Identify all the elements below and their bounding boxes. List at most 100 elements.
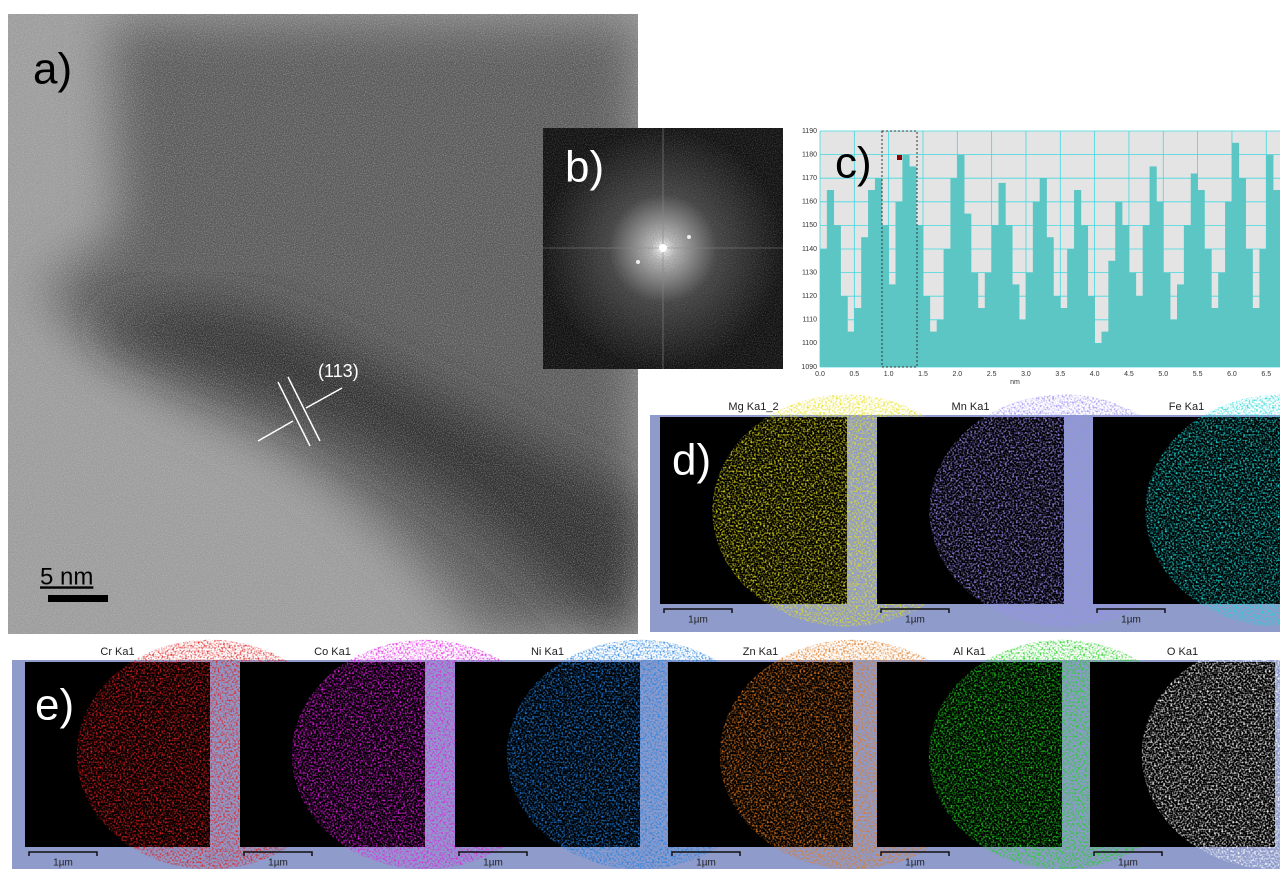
bar <box>868 190 876 367</box>
map-title: Mn Ka1 <box>952 401 990 413</box>
bar <box>895 201 903 367</box>
scale-bar-label: 1µm <box>268 858 288 869</box>
bar <box>909 166 917 367</box>
x-tick-label: 2.0 <box>952 371 962 378</box>
bar <box>1101 331 1109 367</box>
scale-bar-label: 1µm <box>1121 615 1141 626</box>
scale-bar <box>880 608 950 613</box>
x-tick-label: 4.5 <box>1124 371 1134 378</box>
x-tick-label: 5.0 <box>1158 371 1168 378</box>
x-tick-label: 3.5 <box>1055 371 1065 378</box>
scale-bar-label: 1µm <box>483 858 503 869</box>
x-tick-label: 0.5 <box>849 371 859 378</box>
bar <box>888 284 896 367</box>
bar <box>1177 284 1185 367</box>
x-tick-label: 6.0 <box>1227 371 1237 378</box>
bar <box>1197 190 1205 367</box>
bar <box>1122 225 1130 367</box>
bar <box>964 213 972 367</box>
bar <box>861 237 869 367</box>
scale-bar-label: 1µm <box>1118 858 1138 869</box>
bar <box>902 154 910 367</box>
panel-label: a) <box>33 45 72 94</box>
bar <box>1135 296 1143 367</box>
bar <box>916 225 924 367</box>
histogram: 1090 1100 1110 1120 1130 1140 1150 1160 1170 1180… <box>801 128 1280 386</box>
y-tick-label: 1180 <box>802 151 817 158</box>
bar <box>971 272 979 367</box>
bar <box>1211 308 1219 367</box>
bar <box>1273 190 1280 367</box>
map-title: Zn Ka1 <box>743 646 778 658</box>
bar <box>957 154 965 367</box>
bar <box>936 319 944 367</box>
map-title: Mg Ka1_2 <box>728 401 778 413</box>
bar <box>1142 225 1150 367</box>
bar <box>881 225 889 367</box>
bar <box>1039 178 1047 367</box>
bar <box>1032 201 1041 367</box>
y-tick-label: 1100 <box>802 340 817 347</box>
bar <box>1080 225 1089 367</box>
x-axis-label: nm <box>1010 379 1020 386</box>
scale-bar-label: 1µm <box>696 858 716 869</box>
y-tick-label: 1120 <box>802 293 817 300</box>
bar <box>1005 225 1013 367</box>
bar <box>847 331 855 367</box>
y-tick-label: 1190 <box>802 128 817 135</box>
bar <box>1060 308 1068 367</box>
scale-bar-label: 1µm <box>905 615 925 626</box>
scale-bar-label: 5 nm <box>40 563 93 590</box>
y-tick-label: 1150 <box>802 222 817 229</box>
bar <box>943 249 951 367</box>
map-title: Ni Ka1 <box>531 646 564 658</box>
bar <box>1231 142 1240 367</box>
bar <box>977 308 986 367</box>
bar <box>991 225 999 367</box>
y-tick-label: 1160 <box>802 199 817 206</box>
bar <box>874 178 883 367</box>
bar <box>1087 296 1095 367</box>
scale-bar <box>1096 608 1166 613</box>
bar <box>1115 201 1123 367</box>
bar <box>1074 190 1082 367</box>
bar <box>854 308 862 367</box>
y-tick-label: 1170 <box>802 175 817 182</box>
bar <box>820 249 828 367</box>
scale-bar <box>1093 851 1163 856</box>
bar <box>1225 201 1233 367</box>
scale-bar-label: 1µm <box>53 858 73 869</box>
bar <box>1266 154 1274 367</box>
y-tick-label: 1090 <box>801 364 817 371</box>
y-tick-label: 1140 <box>802 246 817 253</box>
bar <box>1149 166 1157 367</box>
bar <box>1025 272 1034 367</box>
bar <box>984 272 992 367</box>
bar <box>1019 319 1027 367</box>
y-tick-label: 1130 <box>802 269 817 276</box>
bar <box>1252 308 1260 367</box>
y-tick-label: 1110 <box>802 317 817 324</box>
x-tick-label: 1.5 <box>918 371 928 378</box>
map-title: Cr Ka1 <box>100 646 134 658</box>
bar <box>1190 173 1198 367</box>
bar <box>833 225 841 367</box>
bar <box>929 331 938 367</box>
scale-bar <box>671 851 741 856</box>
bar <box>1128 272 1137 367</box>
bar <box>922 296 931 367</box>
bar <box>1108 260 1116 367</box>
map-title: Co Ka1 <box>314 646 351 658</box>
scale-bar <box>880 851 950 856</box>
bar <box>1094 343 1102 367</box>
scale-bar-label: 1µm <box>905 858 925 869</box>
panel-label: b) <box>565 143 604 192</box>
bar <box>1163 272 1171 367</box>
x-tick-label: 3.0 <box>1021 371 1031 378</box>
panel-label: d) <box>672 436 711 485</box>
scale-bar <box>28 851 98 856</box>
bar <box>1067 249 1075 367</box>
bar <box>1218 272 1226 367</box>
scale-bar-label: 1µm <box>688 615 708 626</box>
